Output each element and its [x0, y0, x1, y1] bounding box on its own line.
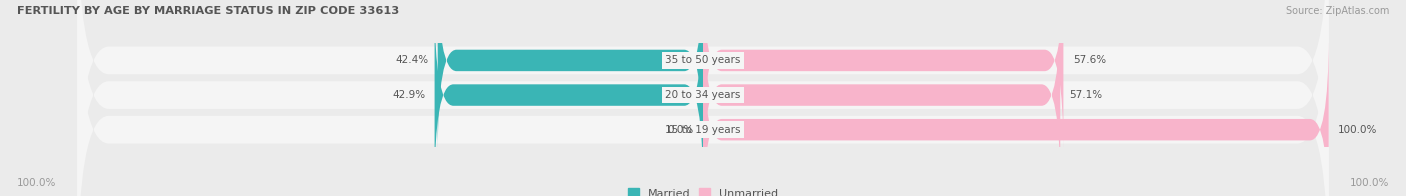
FancyBboxPatch shape: [434, 2, 703, 188]
Text: 15 to 19 years: 15 to 19 years: [665, 125, 741, 135]
Text: 100.0%: 100.0%: [17, 178, 56, 188]
Text: 57.6%: 57.6%: [1073, 55, 1107, 65]
Text: 100.0%: 100.0%: [1339, 125, 1378, 135]
FancyBboxPatch shape: [77, 0, 1329, 196]
FancyBboxPatch shape: [77, 0, 1329, 196]
FancyBboxPatch shape: [703, 2, 1060, 188]
Text: 35 to 50 years: 35 to 50 years: [665, 55, 741, 65]
FancyBboxPatch shape: [703, 36, 1329, 196]
Text: 0.0%: 0.0%: [668, 125, 693, 135]
Text: FERTILITY BY AGE BY MARRIAGE STATUS IN ZIP CODE 33613: FERTILITY BY AGE BY MARRIAGE STATUS IN Z…: [17, 6, 399, 16]
Text: 20 to 34 years: 20 to 34 years: [665, 90, 741, 100]
Legend: Married, Unmarried: Married, Unmarried: [627, 188, 779, 196]
Text: Source: ZipAtlas.com: Source: ZipAtlas.com: [1285, 6, 1389, 16]
FancyBboxPatch shape: [77, 0, 1329, 196]
Text: 42.9%: 42.9%: [392, 90, 425, 100]
Text: 100.0%: 100.0%: [1350, 178, 1389, 188]
Text: 42.4%: 42.4%: [395, 55, 429, 65]
FancyBboxPatch shape: [437, 0, 703, 154]
Text: 57.1%: 57.1%: [1070, 90, 1102, 100]
FancyBboxPatch shape: [703, 0, 1063, 154]
